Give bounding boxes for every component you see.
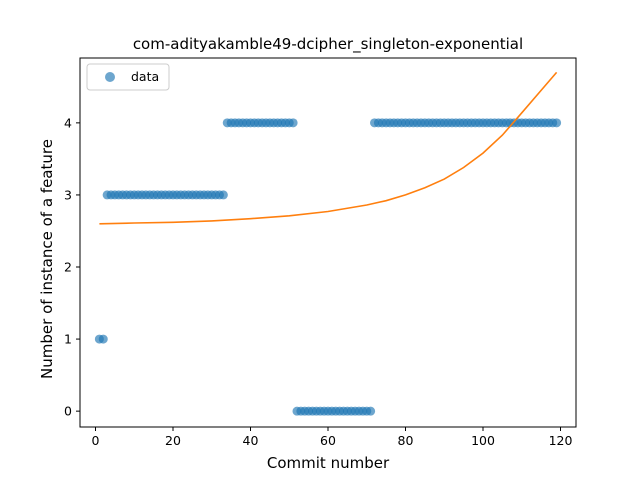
y-tick-label: 2 xyxy=(64,260,72,275)
x-tick-label: 120 xyxy=(549,433,573,448)
y-tick-label: 0 xyxy=(64,404,72,419)
fit-line xyxy=(99,71,558,225)
data-point xyxy=(98,334,108,344)
y-tick-label: 4 xyxy=(64,115,72,130)
x-tick-label: 60 xyxy=(320,433,336,448)
legend-label-data: data xyxy=(131,69,159,84)
y-axis-label: Number of instance of a feature xyxy=(38,139,56,379)
legend-box xyxy=(86,63,170,91)
data-point xyxy=(218,190,228,200)
y-tick-label: 3 xyxy=(64,187,72,202)
y-tick-label: 1 xyxy=(64,332,72,347)
x-tick-label: 80 xyxy=(398,433,414,448)
legend: data xyxy=(86,63,170,91)
legend-marker-data xyxy=(105,72,115,82)
data-point xyxy=(288,118,298,128)
chart-title: com-adityakamble49-dcipher_singleton-exp… xyxy=(133,35,523,54)
x-tick-label: 20 xyxy=(165,433,181,448)
x-tick-label: 100 xyxy=(471,433,495,448)
x-axis-label: Commit number xyxy=(267,454,390,472)
plot-area xyxy=(94,71,562,416)
x-tick-label: 0 xyxy=(92,433,100,448)
data-point xyxy=(552,118,562,128)
y-axis: 0 1 2 3 4 xyxy=(64,115,80,419)
x-tick-label: 40 xyxy=(243,433,259,448)
data-point xyxy=(366,406,376,416)
x-axis: 0 20 40 60 80 100 120 xyxy=(92,427,573,448)
